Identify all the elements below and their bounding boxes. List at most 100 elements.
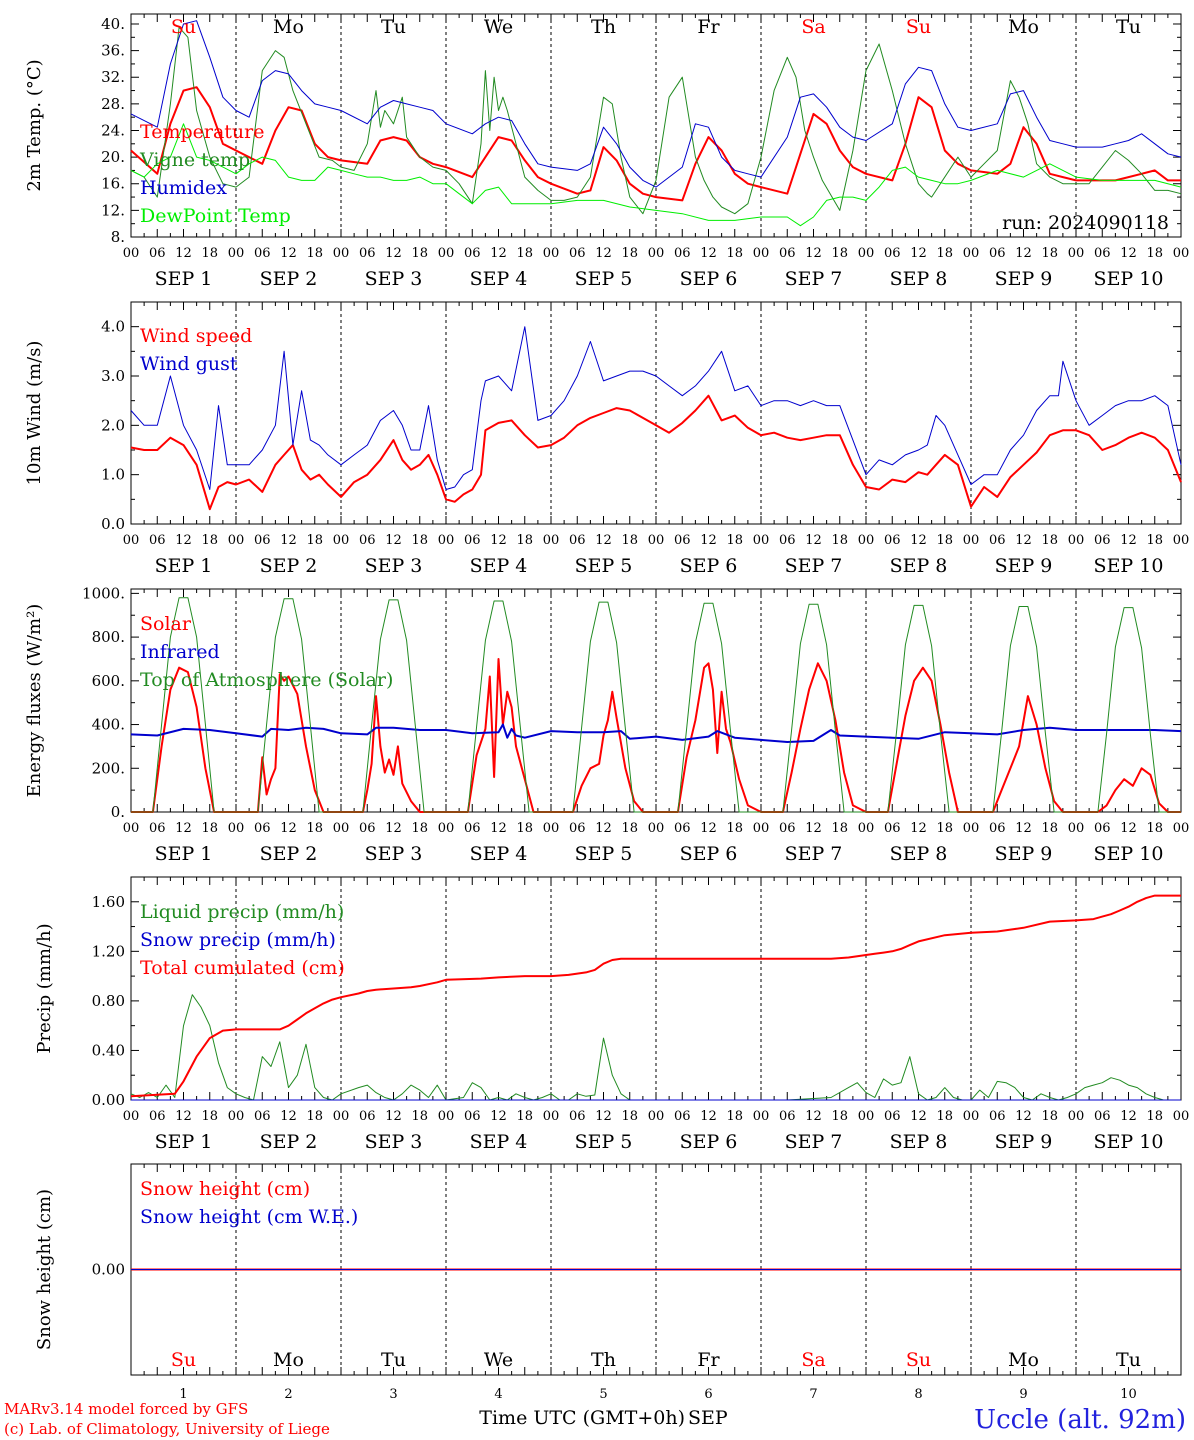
panel-4-hour-label: 12 bbox=[280, 1109, 297, 1124]
panel-1-hour-label: 00 bbox=[1068, 246, 1085, 261]
panel-3-hour-label: 18 bbox=[411, 821, 428, 836]
panel-3-hour-label: 12 bbox=[280, 821, 297, 836]
panel-3-hour-label: 12 bbox=[490, 821, 507, 836]
panel-1-hour-label: 12 bbox=[175, 246, 192, 261]
panel-1-y-axis-label: 2m Temp. (°C) bbox=[24, 59, 45, 191]
panel-2-hour-label: 00 bbox=[123, 533, 140, 548]
panel-3-y-tick-label: 800. bbox=[92, 628, 125, 646]
panel-2-hour-label: 12 bbox=[1015, 533, 1032, 548]
panel-4-y-tick-label: 1.20 bbox=[92, 942, 125, 960]
panel-4-hour-label: 06 bbox=[149, 1109, 166, 1124]
panel-3-hour-label: 12 bbox=[1015, 821, 1032, 836]
panel-1-hour-label: 06 bbox=[674, 246, 691, 261]
panel-4-date-label: SEP 4 bbox=[470, 1131, 528, 1153]
panel-2-legend-wind-gust: Wind gust bbox=[140, 353, 238, 375]
panel-2-hour-label: 00 bbox=[858, 533, 875, 548]
panel-2-y-tick-label: 2.0 bbox=[101, 416, 125, 434]
panel-4-date-label: SEP 5 bbox=[575, 1131, 633, 1153]
panel-1-hour-label: 00 bbox=[648, 246, 665, 261]
panel-2-hour-label: 18 bbox=[936, 533, 953, 548]
panel-3-y-axis-label: Energy fluxes (W/m²) bbox=[24, 604, 45, 798]
panel-3-hour-label: 00 bbox=[648, 821, 665, 836]
panel-1-hour-label: 00 bbox=[333, 246, 350, 261]
panel-4-y-tick-label: 1.60 bbox=[92, 893, 125, 911]
panel-5-weekday-label: Tu bbox=[1116, 1349, 1141, 1371]
panel-4-date-label: SEP 9 bbox=[995, 1131, 1053, 1153]
panel-2-hour-label: 00 bbox=[1173, 533, 1190, 548]
panel-4-hour-label: 12 bbox=[385, 1109, 402, 1124]
panel-1-date-label: SEP 10 bbox=[1094, 268, 1164, 290]
panel-2-hour-label: 12 bbox=[805, 533, 822, 548]
panel-3-hour-label: 18 bbox=[726, 821, 743, 836]
panel-4-hour-label: 00 bbox=[858, 1109, 875, 1124]
panel-5-day-number: 4 bbox=[494, 1387, 502, 1402]
panel-2-hour-label: 06 bbox=[569, 533, 586, 548]
panel-1-hour-label: 00 bbox=[438, 246, 455, 261]
panel-4-hour-label: 18 bbox=[936, 1109, 953, 1124]
panel-4-hour-label: 00 bbox=[438, 1109, 455, 1124]
panel-2-hour-label: 12 bbox=[1120, 533, 1137, 548]
panel-3-y-tick-label: 200. bbox=[92, 759, 125, 777]
panel-4-hour-label: 00 bbox=[753, 1109, 770, 1124]
panel-2-hour-label: 12 bbox=[595, 533, 612, 548]
panel-4-hour-label: 18 bbox=[831, 1109, 848, 1124]
panel-2-hour-label: 06 bbox=[779, 533, 796, 548]
panel-1-hour-label: 00 bbox=[1173, 246, 1190, 261]
panel-1-y-tick-label: 16. bbox=[101, 175, 125, 193]
panel-2-date-label: SEP 1 bbox=[155, 555, 213, 577]
panel-4-hour-label: 12 bbox=[490, 1109, 507, 1124]
panel-1-date-label: SEP 5 bbox=[575, 268, 633, 290]
panel-1-legend-humidex: Humidex bbox=[140, 177, 227, 199]
panel-4-hour-label: 00 bbox=[123, 1109, 140, 1124]
panel-3-hour-label: 18 bbox=[306, 821, 323, 836]
panel-1-hour-label: 06 bbox=[149, 246, 166, 261]
panel-5-weekday-label: Su bbox=[171, 1349, 196, 1371]
credit-line-1: MARv3.14 model forced by GFS bbox=[4, 1400, 248, 1418]
panel-4-date-label: SEP 6 bbox=[680, 1131, 738, 1153]
panel-2-hour-label: 06 bbox=[674, 533, 691, 548]
panel-3-series-infrared bbox=[130, 723, 1182, 743]
panel-1-hour-label: 12 bbox=[490, 246, 507, 261]
panel-1-hour-label: 12 bbox=[1015, 246, 1032, 261]
panel-3-hour-label: 00 bbox=[858, 821, 875, 836]
panel-3-hour-label: 00 bbox=[963, 821, 980, 836]
panel-1-weekday-label: Mo bbox=[1008, 16, 1039, 38]
panel-1-weekday-label: Su bbox=[906, 16, 931, 38]
panel-3-hour-label: 06 bbox=[1094, 821, 1111, 836]
panel-1-weekday-label: Sa bbox=[801, 16, 825, 38]
panel-3-hour-label: 06 bbox=[989, 821, 1006, 836]
panel-4-hour-label: 18 bbox=[411, 1109, 428, 1124]
panel-1-date-label: SEP 4 bbox=[470, 268, 528, 290]
panel-2-hour-label: 18 bbox=[1041, 533, 1058, 548]
panel-5-day-number: 7 bbox=[809, 1387, 817, 1402]
panel-1-y-tick-label: 40. bbox=[101, 15, 125, 33]
panel-4-hour-label: 06 bbox=[989, 1109, 1006, 1124]
panel-4-hour-label: 00 bbox=[648, 1109, 665, 1124]
panel-3-y-tick-label: 0. bbox=[111, 803, 125, 821]
panel-1-y-tick-label: 24. bbox=[101, 121, 125, 139]
panel-4-legend-snow-precip-mm-h: Snow precip (mm/h) bbox=[140, 929, 336, 951]
panel-4-hour-label: 18 bbox=[726, 1109, 743, 1124]
panel-2-date-label: SEP 10 bbox=[1094, 555, 1164, 577]
panel-2-hour-label: 18 bbox=[621, 533, 638, 548]
panel-3-date-label: SEP 4 bbox=[470, 843, 528, 865]
panel-4-hour-label: 06 bbox=[569, 1109, 586, 1124]
panel-4-date-label: SEP 2 bbox=[260, 1131, 318, 1153]
panel-3-hour-label: 12 bbox=[700, 821, 717, 836]
panel-3-hour-label: 00 bbox=[123, 821, 140, 836]
panel-1-hour-label: 00 bbox=[123, 246, 140, 261]
panel-2-hour-label: 18 bbox=[201, 533, 218, 548]
panel-4-hour-label: 12 bbox=[910, 1109, 927, 1124]
panel-2-hour-label: 00 bbox=[228, 533, 245, 548]
panel-3-hour-label: 18 bbox=[1041, 821, 1058, 836]
panel-1-hour-label: 06 bbox=[1094, 246, 1111, 261]
panel-5-day-number: 3 bbox=[389, 1387, 397, 1402]
panel-1-hour-label: 12 bbox=[385, 246, 402, 261]
panel-2-date-label: SEP 3 bbox=[365, 555, 423, 577]
panel-1-weekday-label: We bbox=[484, 16, 513, 38]
panel-3-date-label: SEP 10 bbox=[1094, 843, 1164, 865]
panel-2-y-axis-label: 10m Wind (m/s) bbox=[24, 341, 45, 486]
panel-2-hour-label: 12 bbox=[910, 533, 927, 548]
panel-3-hour-label: 00 bbox=[753, 821, 770, 836]
panel-4-date-label: SEP 10 bbox=[1094, 1131, 1164, 1153]
